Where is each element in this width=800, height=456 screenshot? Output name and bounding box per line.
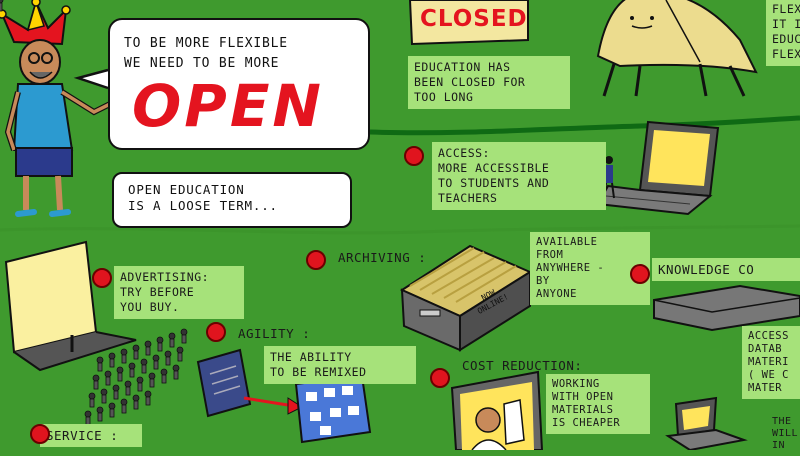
background-line <box>0 224 800 235</box>
note-cost-reduction: COST REDUCTION: <box>462 358 583 373</box>
bullet-dot-agility <box>206 322 226 342</box>
bullet-dot-service <box>30 424 50 444</box>
bullet-dot-archiving <box>306 250 326 270</box>
closed-sign <box>408 0 529 46</box>
closed-sign-text: CLOSED <box>420 6 528 32</box>
note-archiving: ARCHIVING : <box>338 250 427 265</box>
note-advertising: ADVERTISING: TRY BEFORE YOU BUY. <box>114 266 244 319</box>
note-available: AVAILABLE FROM ANYWHERE - BY ANYONE <box>530 232 650 305</box>
note-service: SERVICE : <box>40 424 142 447</box>
bubble-line-1: TO BE MORE FLEXIBLE <box>124 36 288 51</box>
note-access: ACCESS: MORE ACCESSIBLE TO STUDENTS AND … <box>432 142 606 210</box>
remix-arrow-icon <box>243 396 304 415</box>
device-icon <box>653 284 800 332</box>
note-working-open: WORKING WITH OPEN MATERIALS IS CHEAPER <box>546 374 650 434</box>
note-access-databases: ACCESS DATAB MATERI ( WE C MATER <box>742 326 800 399</box>
connector-line <box>369 115 800 136</box>
note-education-closed: EDUCATION HAS BEEN CLOSED FOR TOO LONG <box>408 56 570 109</box>
note-flexible-top: FLEX IT IS EDUC FLEX <box>766 0 800 66</box>
bullet-dot-access <box>404 146 424 166</box>
bullet-dot-cost <box>430 368 450 388</box>
file-cabinet-icon <box>399 244 533 352</box>
projector-screen-icon <box>4 240 137 372</box>
small-laptop-icon <box>665 396 748 450</box>
speech-bubble-loose-term: OPEN EDUCATION IS A LOOSE TERM... <box>112 172 352 228</box>
loose-term-text: OPEN EDUCATION IS A LOOSE TERM... <box>128 182 278 213</box>
laptop-icon <box>596 120 720 216</box>
audience-icon <box>0 0 188 426</box>
note-agility-title: AGILITY : <box>238 326 311 341</box>
note-knowledge: KNOWLEDGE CO <box>652 258 800 281</box>
book-icon <box>196 348 252 418</box>
open-heading: OPEN <box>132 72 324 140</box>
bullet-dot-advertising <box>92 268 112 288</box>
remix-board-icon <box>294 374 372 444</box>
bullet-dot-knowledge <box>630 264 650 284</box>
tent-creature-icon <box>596 0 758 97</box>
jester-person <box>0 0 112 217</box>
bubble-line-2: WE NEED TO BE MORE <box>124 56 280 71</box>
video-screen-icon <box>450 370 544 450</box>
speech-bubble-open: TO BE MORE FLEXIBLE WE NEED TO BE MORE O… <box>108 18 370 150</box>
note-bottom-right: THE WILL IN <box>772 416 799 451</box>
note-agility: THE ABILITY TO BE REMIXED <box>264 346 416 384</box>
